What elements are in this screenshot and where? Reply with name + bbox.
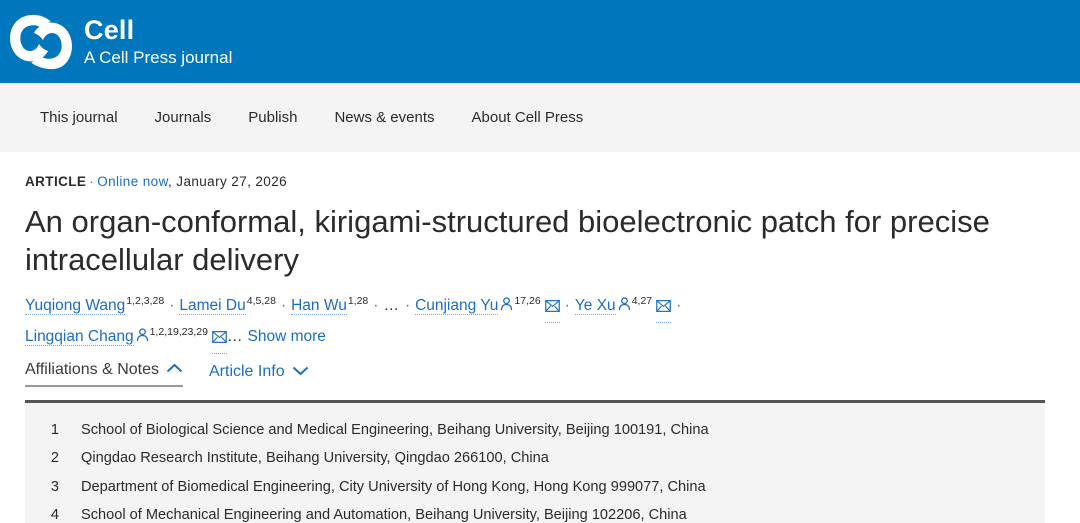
author-separator: · xyxy=(564,297,570,315)
affiliation-text: School of Mechanical Engineering and Aut… xyxy=(81,507,687,523)
affiliation-number: 1 xyxy=(50,422,59,438)
author-separator: · xyxy=(280,297,287,315)
author-separator: · xyxy=(404,297,411,315)
tab-article-info-label: Article Info xyxy=(209,362,285,380)
author-link[interactable]: Lingqian Chang xyxy=(25,327,134,346)
author-profile-icon[interactable] xyxy=(136,325,149,352)
affiliation-number: 3 xyxy=(50,478,59,495)
author-link[interactable]: Lamei Du xyxy=(179,297,246,316)
author-link[interactable]: Cunjiang Yu xyxy=(415,297,499,316)
main-navigation: This journal Journals Publish News & eve… xyxy=(0,83,1080,152)
author-separator: · xyxy=(373,297,379,315)
chevron-up-icon xyxy=(166,361,183,379)
nav-item-this-journal[interactable]: This journal xyxy=(40,109,118,126)
author-affiliation-refs: 1,2,19,23,29 xyxy=(149,325,208,338)
journal-subtitle: A Cell Press journal xyxy=(84,47,233,67)
affiliation-number: 2 xyxy=(50,450,59,467)
author-profile-icon[interactable] xyxy=(618,294,631,321)
affiliation-item: 3 Department of Biomedical Engineering, … xyxy=(25,473,1045,501)
affiliation-item: 1 School of Biological Science and Medic… xyxy=(25,417,1045,445)
author-link[interactable]: Ye Xu xyxy=(574,297,616,316)
journal-title: Cell xyxy=(84,15,135,46)
nav-item-publish[interactable]: Publish xyxy=(248,109,298,126)
online-now-link[interactable]: Online now xyxy=(97,174,168,189)
affiliation-item: 4 School of Mechanical Engineering and A… xyxy=(25,502,1045,523)
article-section-tabs: Affiliations & Notes Article Info xyxy=(25,361,1055,387)
site-masthead: Cell A Cell Press journal xyxy=(0,0,1080,83)
affiliation-text: Qingdao Research Institute, Beihang Univ… xyxy=(81,450,549,467)
author-email-icon[interactable] xyxy=(544,295,560,323)
affiliation-item: 2 Qingdao Research Institute, Beihang Un… xyxy=(25,445,1045,473)
affiliation-text: School of Biological Science and Medical… xyxy=(81,422,709,438)
cell-press-logo-icon[interactable] xyxy=(8,11,74,73)
chevron-down-icon xyxy=(292,363,309,381)
affiliation-number: 4 xyxy=(50,507,59,523)
author-profile-icon[interactable] xyxy=(500,294,513,321)
nav-item-about-cell-press[interactable]: About Cell Press xyxy=(471,109,584,126)
nav-item-journals[interactable]: Journals xyxy=(154,109,212,126)
author-affiliation-refs: 17,26 xyxy=(514,294,541,307)
tab-affiliations-notes-label: Affiliations & Notes xyxy=(25,360,159,378)
author-affiliation-refs: 4,27 xyxy=(631,294,653,307)
affiliations-panel: 1 School of Biological Science and Medic… xyxy=(25,399,1045,523)
author-link[interactable]: Han Wu xyxy=(291,297,347,316)
author-email-icon[interactable] xyxy=(211,326,227,354)
article-type-label: ARTICLE xyxy=(25,174,87,189)
brand-block[interactable]: Cell A Cell Press journal xyxy=(84,16,232,66)
author-affiliation-refs: 1,2,3,28 xyxy=(126,294,165,307)
publication-date: , January 27, 2026 xyxy=(168,174,288,189)
show-more-ellipsis: … xyxy=(226,327,244,345)
nav-item-news-events[interactable]: News & events xyxy=(334,109,435,126)
author-separator: · xyxy=(169,297,175,315)
tab-article-info[interactable]: Article Info xyxy=(209,363,309,387)
author-affiliation-refs: 4,5,28 xyxy=(246,294,276,307)
article-kicker: ARTICLE · Online now, January 27, 2026 xyxy=(25,174,1055,189)
affiliation-text: Department of Biomedical Engineering, Ci… xyxy=(81,478,706,495)
kicker-separator: · xyxy=(89,174,95,189)
show-more-authors-button[interactable]: Show more xyxy=(247,327,326,345)
author-separator: · xyxy=(676,297,682,315)
author-link[interactable]: Yuqiong Wang xyxy=(25,297,126,316)
authors-ellipsis: … xyxy=(383,297,400,315)
article-content: ARTICLE · Online now, January 27, 2026 An … xyxy=(0,152,1080,523)
author-email-icon[interactable] xyxy=(656,295,672,323)
author-affiliation-refs: 1,28 xyxy=(347,294,369,307)
page-title: An organ-conformal, kirigami-structured … xyxy=(25,204,990,278)
author-list: Yuqiong Wang1,2,3,28 · Lamei Du4,5,28 · Han … xyxy=(25,292,1045,354)
tab-affiliations-notes[interactable]: Affiliations & Notes xyxy=(25,361,183,387)
